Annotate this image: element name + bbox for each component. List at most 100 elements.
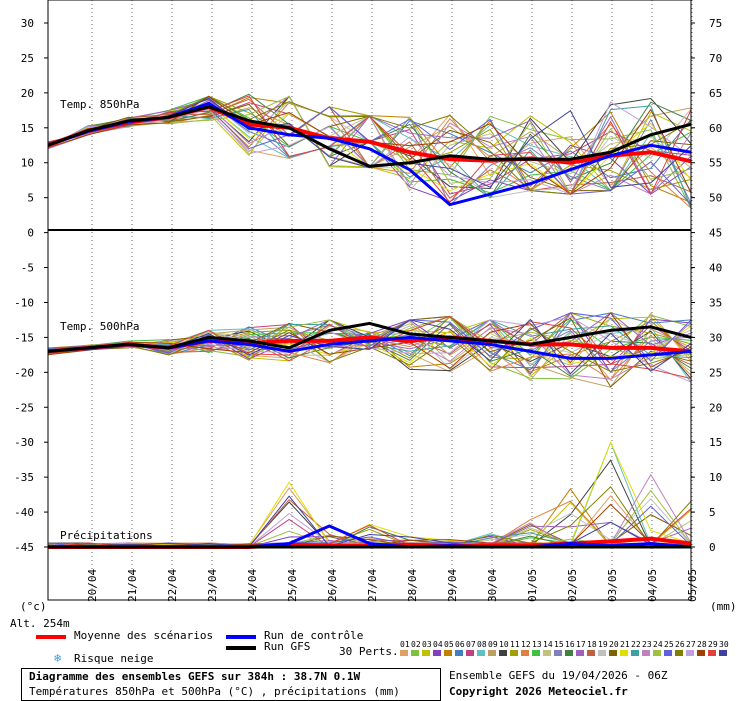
left-tick-label: -20	[14, 366, 34, 379]
legend-gfs-label: Run GFS	[264, 640, 311, 653]
legend-mean-label: Moyenne des scénarios	[74, 629, 214, 642]
pert-swatch	[422, 650, 430, 656]
pert-number: 21	[620, 640, 630, 649]
pert-swatch	[686, 650, 694, 656]
pert-number: 02	[411, 640, 421, 649]
pert-number: 01	[400, 640, 410, 649]
pert-swatch	[587, 650, 595, 656]
pert-number: 03	[422, 640, 432, 649]
pert-swatch	[708, 650, 716, 656]
left-unit: (°c)	[20, 600, 47, 613]
series-gfs-t500-line	[47, 321, 692, 353]
right-tick-label: 55	[709, 157, 722, 170]
pert-number: 16	[565, 640, 575, 649]
right-tick-label: 40	[709, 262, 722, 275]
pert-number: 10	[499, 640, 509, 649]
date-tick-label: 29/04	[446, 569, 459, 602]
right-tick-label: 25	[709, 366, 722, 379]
pert-swatch	[565, 650, 573, 656]
member-t500-line	[47, 312, 692, 371]
plot-frame	[47, 0, 692, 601]
altitude-label: Alt. 254m	[10, 617, 70, 630]
caption-copyright: Copyright 2026 Meteociel.fr	[449, 685, 628, 698]
pert-number: 18	[587, 640, 597, 649]
pert-swatch	[598, 650, 606, 656]
pert-swatch	[675, 650, 683, 656]
left-tick-label: -25	[14, 401, 34, 414]
pert-number: 26	[675, 640, 685, 649]
member-t850-line	[47, 95, 692, 195]
main-series	[47, 101, 692, 549]
pert-number: 20	[609, 640, 619, 649]
pert-number: 23	[642, 640, 652, 649]
chart-axes: 302520151050-5-10-15-20-25-30-35-40-4575…	[14, 0, 722, 602]
pert-swatch	[433, 650, 441, 656]
pert-swatch	[609, 650, 617, 656]
pert-number: 28	[697, 640, 707, 649]
pert-swatch	[653, 650, 661, 656]
pert-swatch	[642, 650, 650, 656]
pert-swatch	[554, 650, 562, 656]
right-tick-label: 60	[709, 122, 722, 135]
left-tick-label: 25	[21, 52, 34, 65]
pert-number: 25	[664, 640, 674, 649]
pert-number: 14	[543, 640, 553, 649]
pert-swatch	[477, 650, 485, 656]
left-tick-label: 10	[21, 157, 34, 170]
legend-gfs-swatch	[226, 646, 256, 650]
date-tick-label: 20/04	[86, 569, 99, 602]
snowflake-icon: ❄	[54, 651, 62, 665]
left-tick-label: 5	[27, 192, 34, 205]
pert-number: 08	[477, 640, 487, 649]
date-tick-label: 22/04	[166, 569, 179, 602]
date-tick-label: 21/04	[126, 569, 139, 602]
right-tick-label: 5	[709, 506, 716, 519]
pert-swatch	[631, 650, 639, 656]
date-tick-label: 01/05	[526, 569, 539, 602]
pert-number: 12	[521, 640, 531, 649]
caption-title: Diagramme des ensembles GEFS sur 384h : …	[29, 670, 361, 683]
left-tick-label: 20	[21, 87, 34, 100]
member-t850-line	[47, 95, 692, 196]
right-tick-label: 0	[709, 541, 716, 554]
pert-swatch	[466, 650, 474, 656]
pert-number: 27	[686, 640, 696, 649]
right-tick-label: 10	[709, 471, 722, 484]
date-tick-label: 30/04	[486, 569, 499, 602]
pert-swatch	[532, 650, 540, 656]
pert-swatch	[576, 650, 584, 656]
date-tick-label: 27/04	[366, 569, 379, 602]
pert-number: 17	[576, 640, 586, 649]
pert-number: 07	[466, 640, 476, 649]
pert-number: 06	[455, 640, 465, 649]
right-tick-label: 70	[709, 52, 722, 65]
legend-snow-label: Risque neige	[74, 652, 154, 665]
left-tick-label: 15	[21, 122, 34, 135]
pert-swatch	[620, 650, 628, 656]
member-t850-line	[47, 95, 692, 204]
pert-number: 24	[653, 640, 663, 649]
date-tick-label: 04/05	[646, 569, 659, 602]
left-tick-label: -5	[21, 262, 34, 275]
pert-swatch	[444, 650, 452, 656]
date-tick-label: 25/04	[286, 569, 299, 602]
left-tick-label: -10	[14, 296, 34, 309]
left-tick-label: -45	[14, 541, 34, 554]
pert-swatch	[719, 650, 727, 656]
right-tick-label: 15	[709, 436, 722, 449]
legend-perts-label: 30 Perts.	[339, 645, 399, 658]
right-tick-label: 45	[709, 227, 722, 240]
right-tick-label: 30	[709, 331, 722, 344]
pert-number: 05	[444, 640, 454, 649]
pert-number: 19	[598, 640, 608, 649]
left-tick-label: 30	[21, 17, 34, 30]
panel-label-t850: Temp. 850hPa	[60, 98, 139, 111]
pert-swatch	[400, 650, 408, 656]
pert-number: 04	[433, 640, 443, 649]
pert-swatch	[697, 650, 705, 656]
member-t500-line	[47, 312, 692, 362]
left-tick-label: -30	[14, 436, 34, 449]
date-tick-label: 28/04	[406, 569, 419, 602]
date-tick-label: 23/04	[206, 569, 219, 602]
pert-number: 22	[631, 640, 641, 649]
